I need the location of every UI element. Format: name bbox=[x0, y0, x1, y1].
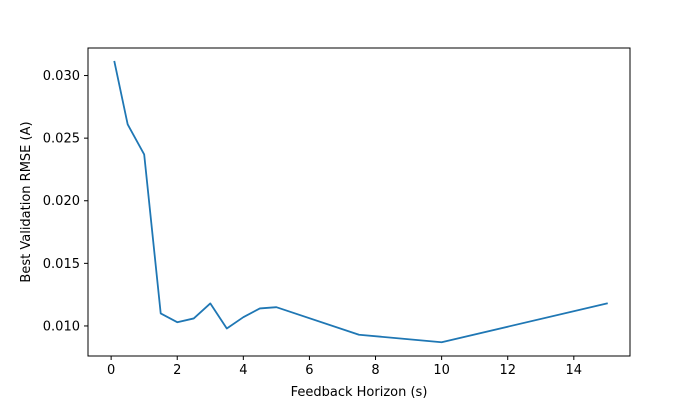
y-tick-label: 0.030 bbox=[43, 69, 80, 84]
x-axis-ticks: 0 2 4 6 8 10 12 14 bbox=[107, 356, 582, 378]
x-axis-label: Feedback Horizon (s) bbox=[291, 385, 428, 400]
y-tick-label: 0.010 bbox=[43, 319, 80, 334]
x-tick-label: 12 bbox=[499, 363, 516, 378]
x-tick-label: 6 bbox=[305, 363, 313, 378]
x-tick-label: 14 bbox=[566, 363, 583, 378]
y-axis-label: Best Validation RMSE (A) bbox=[19, 121, 34, 282]
x-tick-label: 8 bbox=[371, 363, 379, 378]
y-axis-ticks: 0.010 0.015 0.020 0.025 0.030 bbox=[43, 69, 88, 334]
x-tick-label: 10 bbox=[433, 363, 450, 378]
y-tick-label: 0.025 bbox=[43, 132, 80, 147]
plot-frame bbox=[87, 47, 631, 357]
plot-area bbox=[88, 48, 630, 356]
y-tick-label: 0.015 bbox=[43, 257, 80, 272]
x-tick-label: 0 bbox=[107, 363, 115, 378]
series-layer bbox=[113, 60, 608, 344]
y-tick-label: 0.020 bbox=[43, 194, 80, 209]
series-line bbox=[113, 60, 608, 344]
x-tick-label: 2 bbox=[173, 363, 181, 378]
x-tick-label: 4 bbox=[239, 363, 247, 378]
